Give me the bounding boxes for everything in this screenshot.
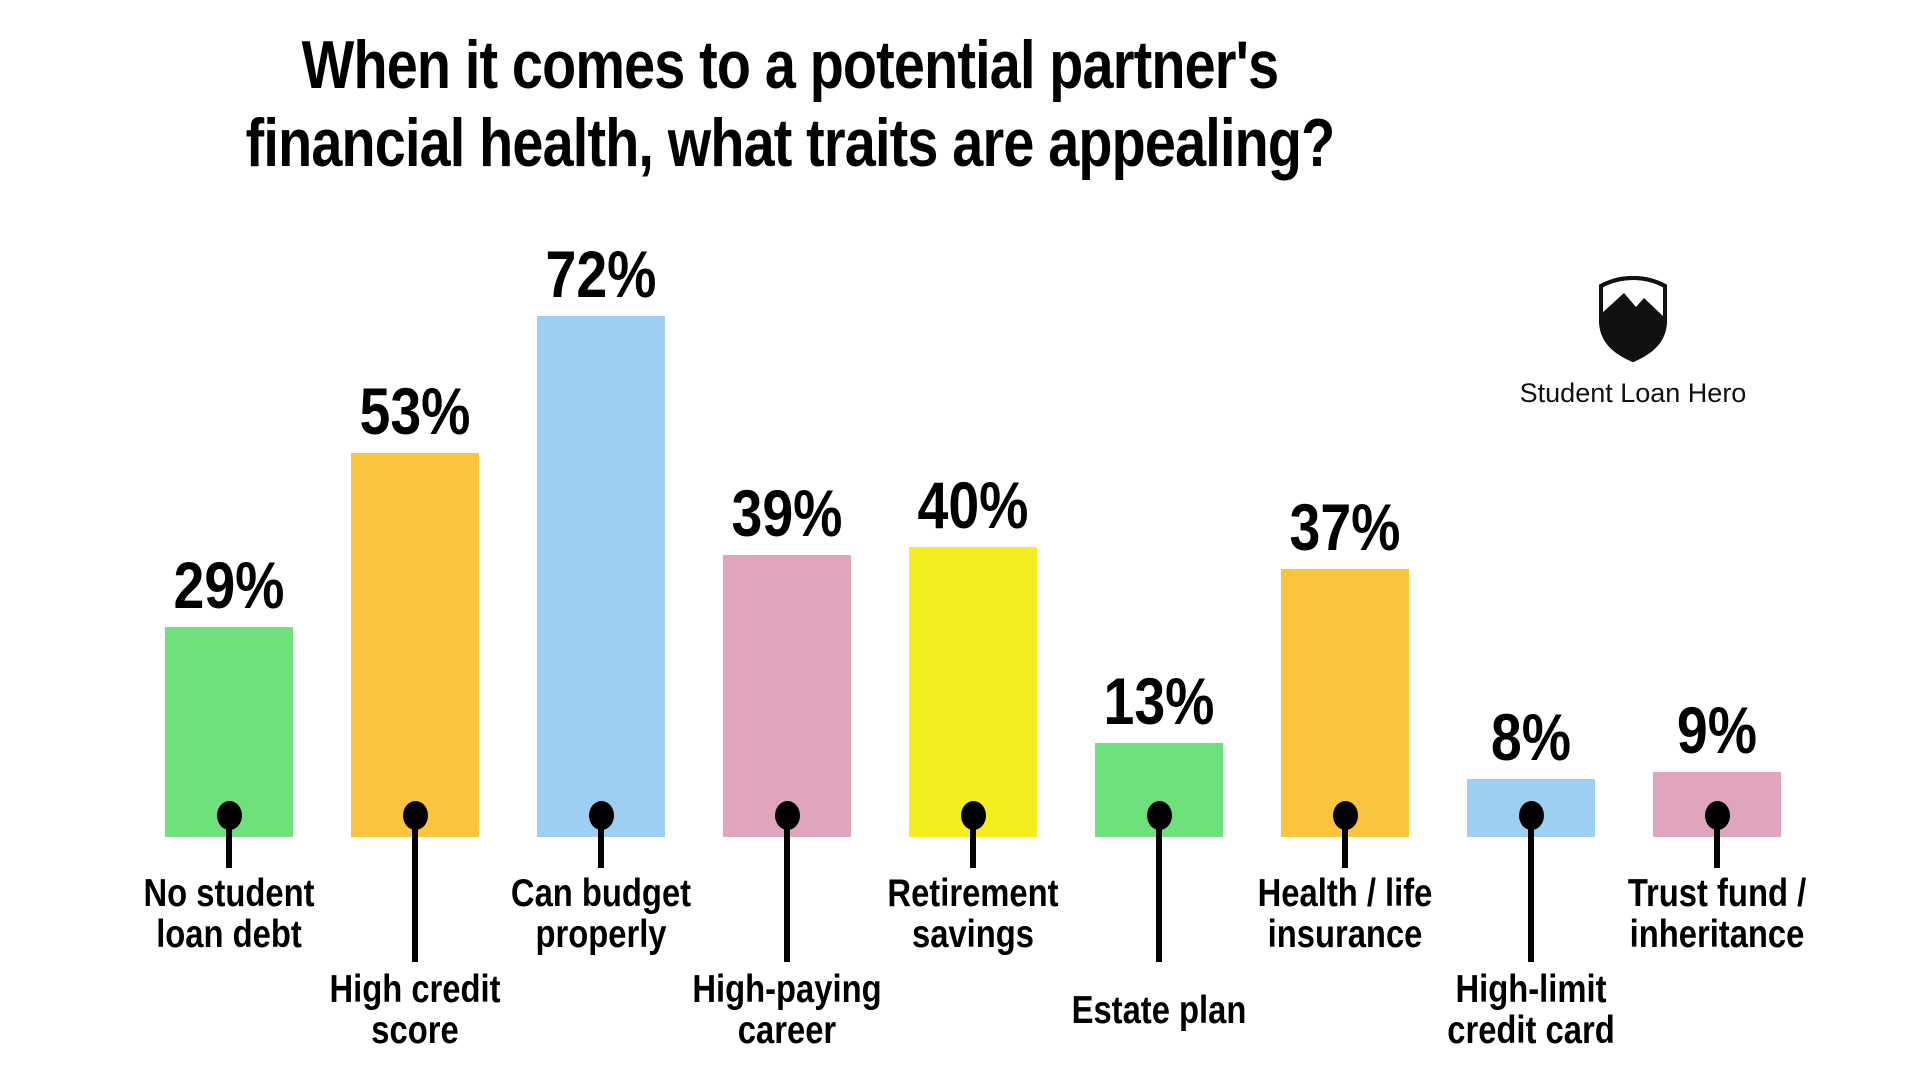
category-label-5: Estate plan — [1016, 968, 1302, 1052]
category-label-0-line-0: No student — [143, 872, 315, 915]
chart-title-line-1: When it comes to a potential partner's — [301, 27, 1279, 103]
category-label-7: High-limit credit card — [1388, 968, 1674, 1052]
value-label-0: 29% — [173, 548, 285, 622]
bar-3 — [723, 555, 851, 837]
category-label-4: Retirement savings — [830, 872, 1116, 956]
pointer-dot-8 — [1704, 800, 1730, 830]
chart-title-line-2: financial health, what traits are appeal… — [245, 105, 1335, 181]
category-label-8: Trust fund / inheritance — [1574, 872, 1860, 956]
chart-title: When it comes to a potential partner's f… — [142, 26, 1438, 182]
category-label-8-line-0: Trust fund / — [1627, 872, 1807, 915]
pointer-dot-3 — [774, 800, 800, 830]
category-label-3: High-paying career — [644, 968, 930, 1052]
value-label-3: 39% — [731, 476, 843, 550]
value-label-2: 72% — [545, 237, 657, 311]
category-label-7-line-0: High-limit — [1455, 968, 1607, 1011]
category-label-4-line-0: Retirement — [887, 872, 1059, 915]
category-label-6-line-0: Health / life — [1257, 872, 1433, 915]
value-label-8: 9% — [1676, 693, 1758, 767]
category-label-1-line-0: High credit — [329, 968, 501, 1011]
bar-4 — [909, 547, 1037, 837]
pointer-line-3 — [784, 815, 790, 962]
category-label-3-line-1: career — [737, 1009, 837, 1052]
category-label-0: No student loan debt — [86, 872, 372, 956]
pointer-dot-0 — [216, 800, 242, 830]
pointer-line-2 — [598, 815, 604, 868]
category-label-2: Can budget properly — [458, 872, 744, 956]
value-label-1: 53% — [359, 374, 471, 448]
pointer-line-0 — [226, 815, 232, 868]
bar-2 — [537, 316, 665, 837]
pointer-dot-7 — [1518, 800, 1544, 830]
category-label-2-line-0: Can budget — [510, 872, 692, 915]
bar-6 — [1281, 569, 1409, 837]
pointer-dot-1 — [402, 800, 428, 830]
category-label-2-line-1: properly — [535, 913, 667, 956]
pointer-line-1 — [412, 815, 418, 962]
pointer-line-4 — [970, 815, 976, 868]
category-label-1: High credit score — [272, 968, 558, 1052]
value-label-6: 37% — [1289, 490, 1401, 564]
category-label-0-line-1: loan debt — [156, 913, 302, 956]
category-label-3-line-0: High-paying — [692, 968, 882, 1011]
value-label-7: 8% — [1490, 700, 1572, 774]
category-label-4-line-1: savings — [911, 913, 1035, 956]
pointer-line-6 — [1342, 815, 1348, 868]
category-label-6: Health / life insurance — [1202, 872, 1488, 956]
pointer-line-8 — [1714, 815, 1720, 868]
category-label-5-line-0: Estate plan — [1071, 988, 1247, 1032]
pointer-dot-6 — [1332, 800, 1358, 830]
pointer-line-5 — [1156, 815, 1162, 962]
value-label-4: 40% — [917, 468, 1029, 542]
value-label-5: 13% — [1103, 664, 1215, 738]
category-label-6-line-1: insurance — [1267, 913, 1423, 956]
bar-1 — [351, 453, 479, 837]
pointer-dot-5 — [1146, 800, 1172, 830]
brand-block: Student Loan Hero — [1503, 274, 1763, 409]
category-label-7-line-1: credit card — [1447, 1009, 1615, 1052]
category-label-1-line-1: score — [371, 1009, 459, 1052]
category-label-8-line-1: inheritance — [1629, 913, 1805, 956]
shield-mountain-icon — [1599, 275, 1667, 363]
pointer-dot-2 — [588, 800, 614, 830]
pointer-dot-4 — [960, 800, 986, 830]
brand-name: Student Loan Hero — [1519, 378, 1747, 408]
pointer-line-7 — [1528, 815, 1534, 962]
